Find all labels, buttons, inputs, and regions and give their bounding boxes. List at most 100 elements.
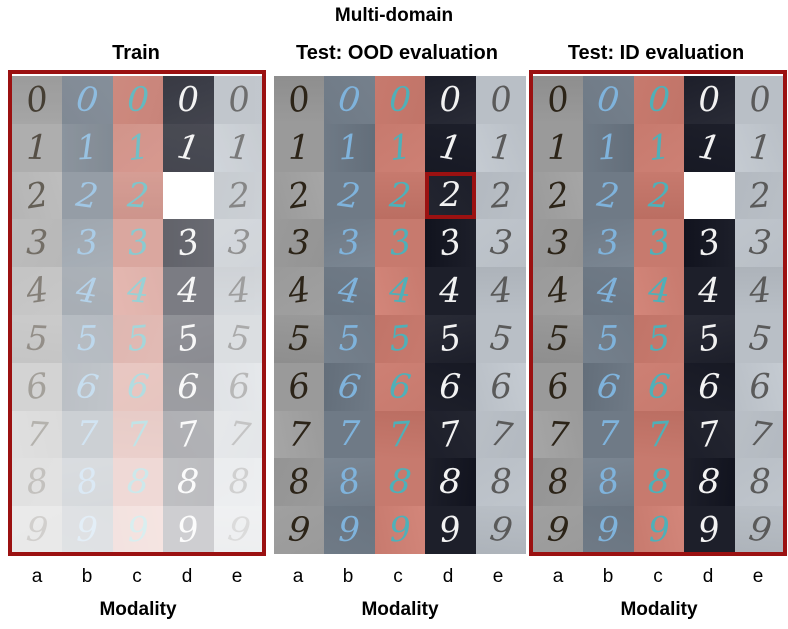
id-digit-glyph: 2 — [646, 174, 672, 217]
train-digit-9-modality-b: 9 — [62, 506, 113, 554]
id-digit-3-modality-b: 3 — [583, 219, 634, 268]
id-digit-1-modality-c: 1 — [633, 123, 685, 172]
ood-digit-6-modality-d: 6 — [425, 362, 476, 411]
train-digit-glyph: 9 — [224, 508, 253, 552]
ood-digit-0-modality-c: 0 — [374, 76, 426, 124]
id-digit-3-modality-c: 3 — [633, 219, 685, 268]
train-digit-2-modality-d — [163, 171, 214, 220]
ood-digit-7-modality-d: 7 — [425, 410, 476, 459]
id-digit-5-modality-e: 5 — [734, 315, 785, 363]
id-digit-8-modality-a: 8 — [533, 458, 584, 507]
train-digit-6-modality-b: 6 — [62, 362, 113, 411]
train-digit-6-modality-a: 6 — [12, 362, 63, 411]
ood-digit-5-modality-c: 5 — [374, 315, 426, 363]
ood-digit-glyph: 4 — [387, 270, 413, 312]
ood-digit-glyph: 5 — [436, 317, 465, 361]
ood-digit-glyph: 3 — [387, 222, 413, 265]
id-digit-1-modality-b: 1 — [583, 123, 634, 172]
ood-digit-4-modality-d: 4 — [425, 267, 476, 315]
id-digit-7-modality-c: 7 — [633, 410, 685, 459]
id-digit-glyph: 6 — [748, 366, 772, 408]
ood-digit-glyph: 1 — [487, 126, 514, 169]
train-digit-glyph: 2 — [226, 174, 251, 217]
id-digit-glyph: 0 — [544, 78, 573, 122]
ood-digit-glyph: 8 — [335, 460, 364, 504]
train-digit-glyph: 6 — [24, 365, 51, 408]
modality-label-ood-e: e — [492, 566, 504, 587]
ood-digit-glyph: 2 — [387, 174, 413, 217]
id-digit-glyph: 0 — [747, 79, 773, 121]
id-digit-glyph: 3 — [646, 222, 672, 265]
ood-digit-glyph: 2 — [285, 174, 314, 217]
ood-digit-glyph: 9 — [486, 508, 515, 552]
ood-digit-glyph: 1 — [386, 126, 414, 169]
id-digit-glyph: 6 — [545, 365, 572, 408]
ood-digit-9-modality-e: 9 — [475, 506, 526, 554]
id-digit-7-modality-a: 7 — [533, 410, 584, 459]
ood-digit-glyph: 2 — [439, 175, 462, 216]
train-digit-9-modality-e: 9 — [213, 506, 264, 554]
id-digit-glyph: 8 — [697, 461, 722, 503]
ood-digit-7-modality-b: 7 — [324, 410, 375, 459]
train-digit-5-modality-c: 5 — [112, 315, 164, 363]
ood-digit-3-modality-c: 3 — [374, 219, 426, 268]
id-digit-0-modality-c: 0 — [633, 76, 685, 124]
train-digit-4-modality-c: 4 — [112, 267, 164, 315]
id-digit-6-modality-c: 6 — [633, 362, 685, 411]
modality-label-train-d: d — [181, 566, 193, 587]
modality-label-id-b: b — [602, 566, 614, 587]
id-digit-glyph: 6 — [646, 365, 672, 408]
ood-digit-5-modality-e: 5 — [475, 315, 526, 363]
modality-label-train-c: c — [132, 566, 142, 587]
ood-digit-2-modality-e: 2 — [475, 171, 526, 220]
id-digit-3-modality-e: 3 — [734, 219, 785, 268]
id-digit-6-modality-a: 6 — [533, 362, 584, 411]
ood-digit-glyph: 4 — [285, 269, 313, 313]
train-digit-glyph: 3 — [225, 222, 252, 265]
train-digit-7-modality-a: 7 — [12, 410, 63, 459]
id-digit-glyph: 9 — [597, 509, 620, 551]
ood-digit-glyph: 4 — [335, 269, 364, 313]
modality-label-id-e: e — [752, 566, 764, 587]
ood-digit-2-modality-a: 2 — [274, 171, 325, 220]
train-digit-glyph: 4 — [23, 269, 51, 313]
id-digit-9-modality-a: 9 — [533, 506, 584, 554]
id-digit-glyph: 8 — [645, 461, 673, 504]
train-digit-9-modality-d: 9 — [163, 506, 214, 554]
ood-digit-8-modality-a: 8 — [274, 458, 325, 507]
id-digit-glyph: 8 — [594, 460, 623, 504]
train-digit-glyph: 3 — [174, 221, 203, 265]
train-digit-6-modality-d: 6 — [163, 362, 214, 411]
id-digit-4-modality-a: 4 — [533, 267, 584, 315]
ood-digit-2-modality-b: 2 — [324, 171, 375, 220]
id-digit-0-modality-d: 0 — [684, 76, 735, 124]
train-digit-glyph: 9 — [175, 508, 202, 552]
ood-digit-6-modality-a: 6 — [274, 362, 325, 411]
train-digit-glyph: 9 — [24, 509, 50, 551]
ood-digit-7-modality-e: 7 — [475, 410, 526, 459]
train-digit-glyph: 7 — [76, 414, 99, 455]
id-digit-glyph: 4 — [594, 269, 623, 313]
ood-digit-glyph: 7 — [338, 414, 361, 455]
id-digit-glyph: 7 — [745, 413, 774, 456]
id-digit-glyph: 0 — [698, 79, 721, 121]
panel-title-train: Train — [112, 42, 160, 64]
modality-label-id-d: d — [702, 566, 714, 587]
id-digit-glyph: 3 — [546, 222, 570, 264]
id-digit-glyph: 2 — [544, 174, 573, 217]
ood-digit-8-modality-d: 8 — [425, 458, 476, 507]
id-digit-glyph: 5 — [546, 318, 571, 360]
id-digit-glyph: 6 — [697, 366, 721, 408]
id-digit-8-modality-d: 8 — [684, 458, 735, 507]
ood-digit-1-modality-a: 1 — [274, 123, 325, 172]
train-digit-glyph: 7 — [224, 413, 253, 456]
train-digit-glyph: 9 — [76, 509, 99, 551]
id-digit-5-modality-a: 5 — [533, 315, 584, 363]
id-digit-glyph: 1 — [547, 127, 570, 168]
train-digit-glyph: 1 — [124, 126, 152, 169]
id-digit-0-modality-e: 0 — [734, 76, 785, 124]
train-digit-2-modality-c: 2 — [112, 171, 164, 220]
ood-digit-4-modality-b: 4 — [324, 267, 375, 315]
modality-label-id-c: c — [653, 566, 663, 587]
